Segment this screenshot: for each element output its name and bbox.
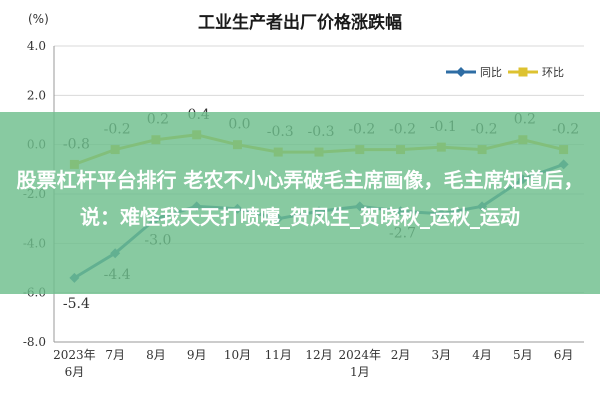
legend-marker xyxy=(518,67,528,77)
banner-text: 股票杠杆平台排行 老农不小心弄破毛主席画像，毛主席知道后，说：难怪我天天打喷嚏_… xyxy=(16,168,584,229)
banner-overlay xyxy=(0,112,600,294)
x-tick-label: 6月 xyxy=(554,348,574,362)
x-tick-label: 2023年 xyxy=(53,348,96,362)
chart-title: 工业生产者出厂价格涨跌幅 xyxy=(198,13,402,33)
x-tick-label: 2月 xyxy=(391,348,411,362)
x-tick-label: 9月 xyxy=(187,348,207,362)
y-tick-label: 2.0 xyxy=(27,88,46,102)
x-tick-label: 4月 xyxy=(472,348,492,362)
legend-marker xyxy=(456,67,466,77)
x-tick-label: 6月 xyxy=(65,365,85,379)
x-tick-label: 12月 xyxy=(305,348,332,362)
x-tick-label: 7月 xyxy=(105,348,125,362)
x-tick-label: 5月 xyxy=(513,348,533,362)
x-tick-label: 8月 xyxy=(146,348,166,362)
x-tick-label: 2024年 xyxy=(338,348,381,362)
legend-label: 同比 xyxy=(480,66,502,79)
legend-label: 环比 xyxy=(542,66,564,79)
x-tick-label: 3月 xyxy=(431,348,451,362)
y-tick-label: 4.0 xyxy=(27,39,46,53)
y-tick-label: -8.0 xyxy=(23,335,46,349)
x-tick-label: 10月 xyxy=(224,348,251,362)
y-axis-unit: (%) xyxy=(28,12,49,26)
x-tick-label: 1月 xyxy=(350,365,370,379)
data-label: -5.4 xyxy=(63,296,90,312)
x-tick-label: 11月 xyxy=(265,348,292,362)
